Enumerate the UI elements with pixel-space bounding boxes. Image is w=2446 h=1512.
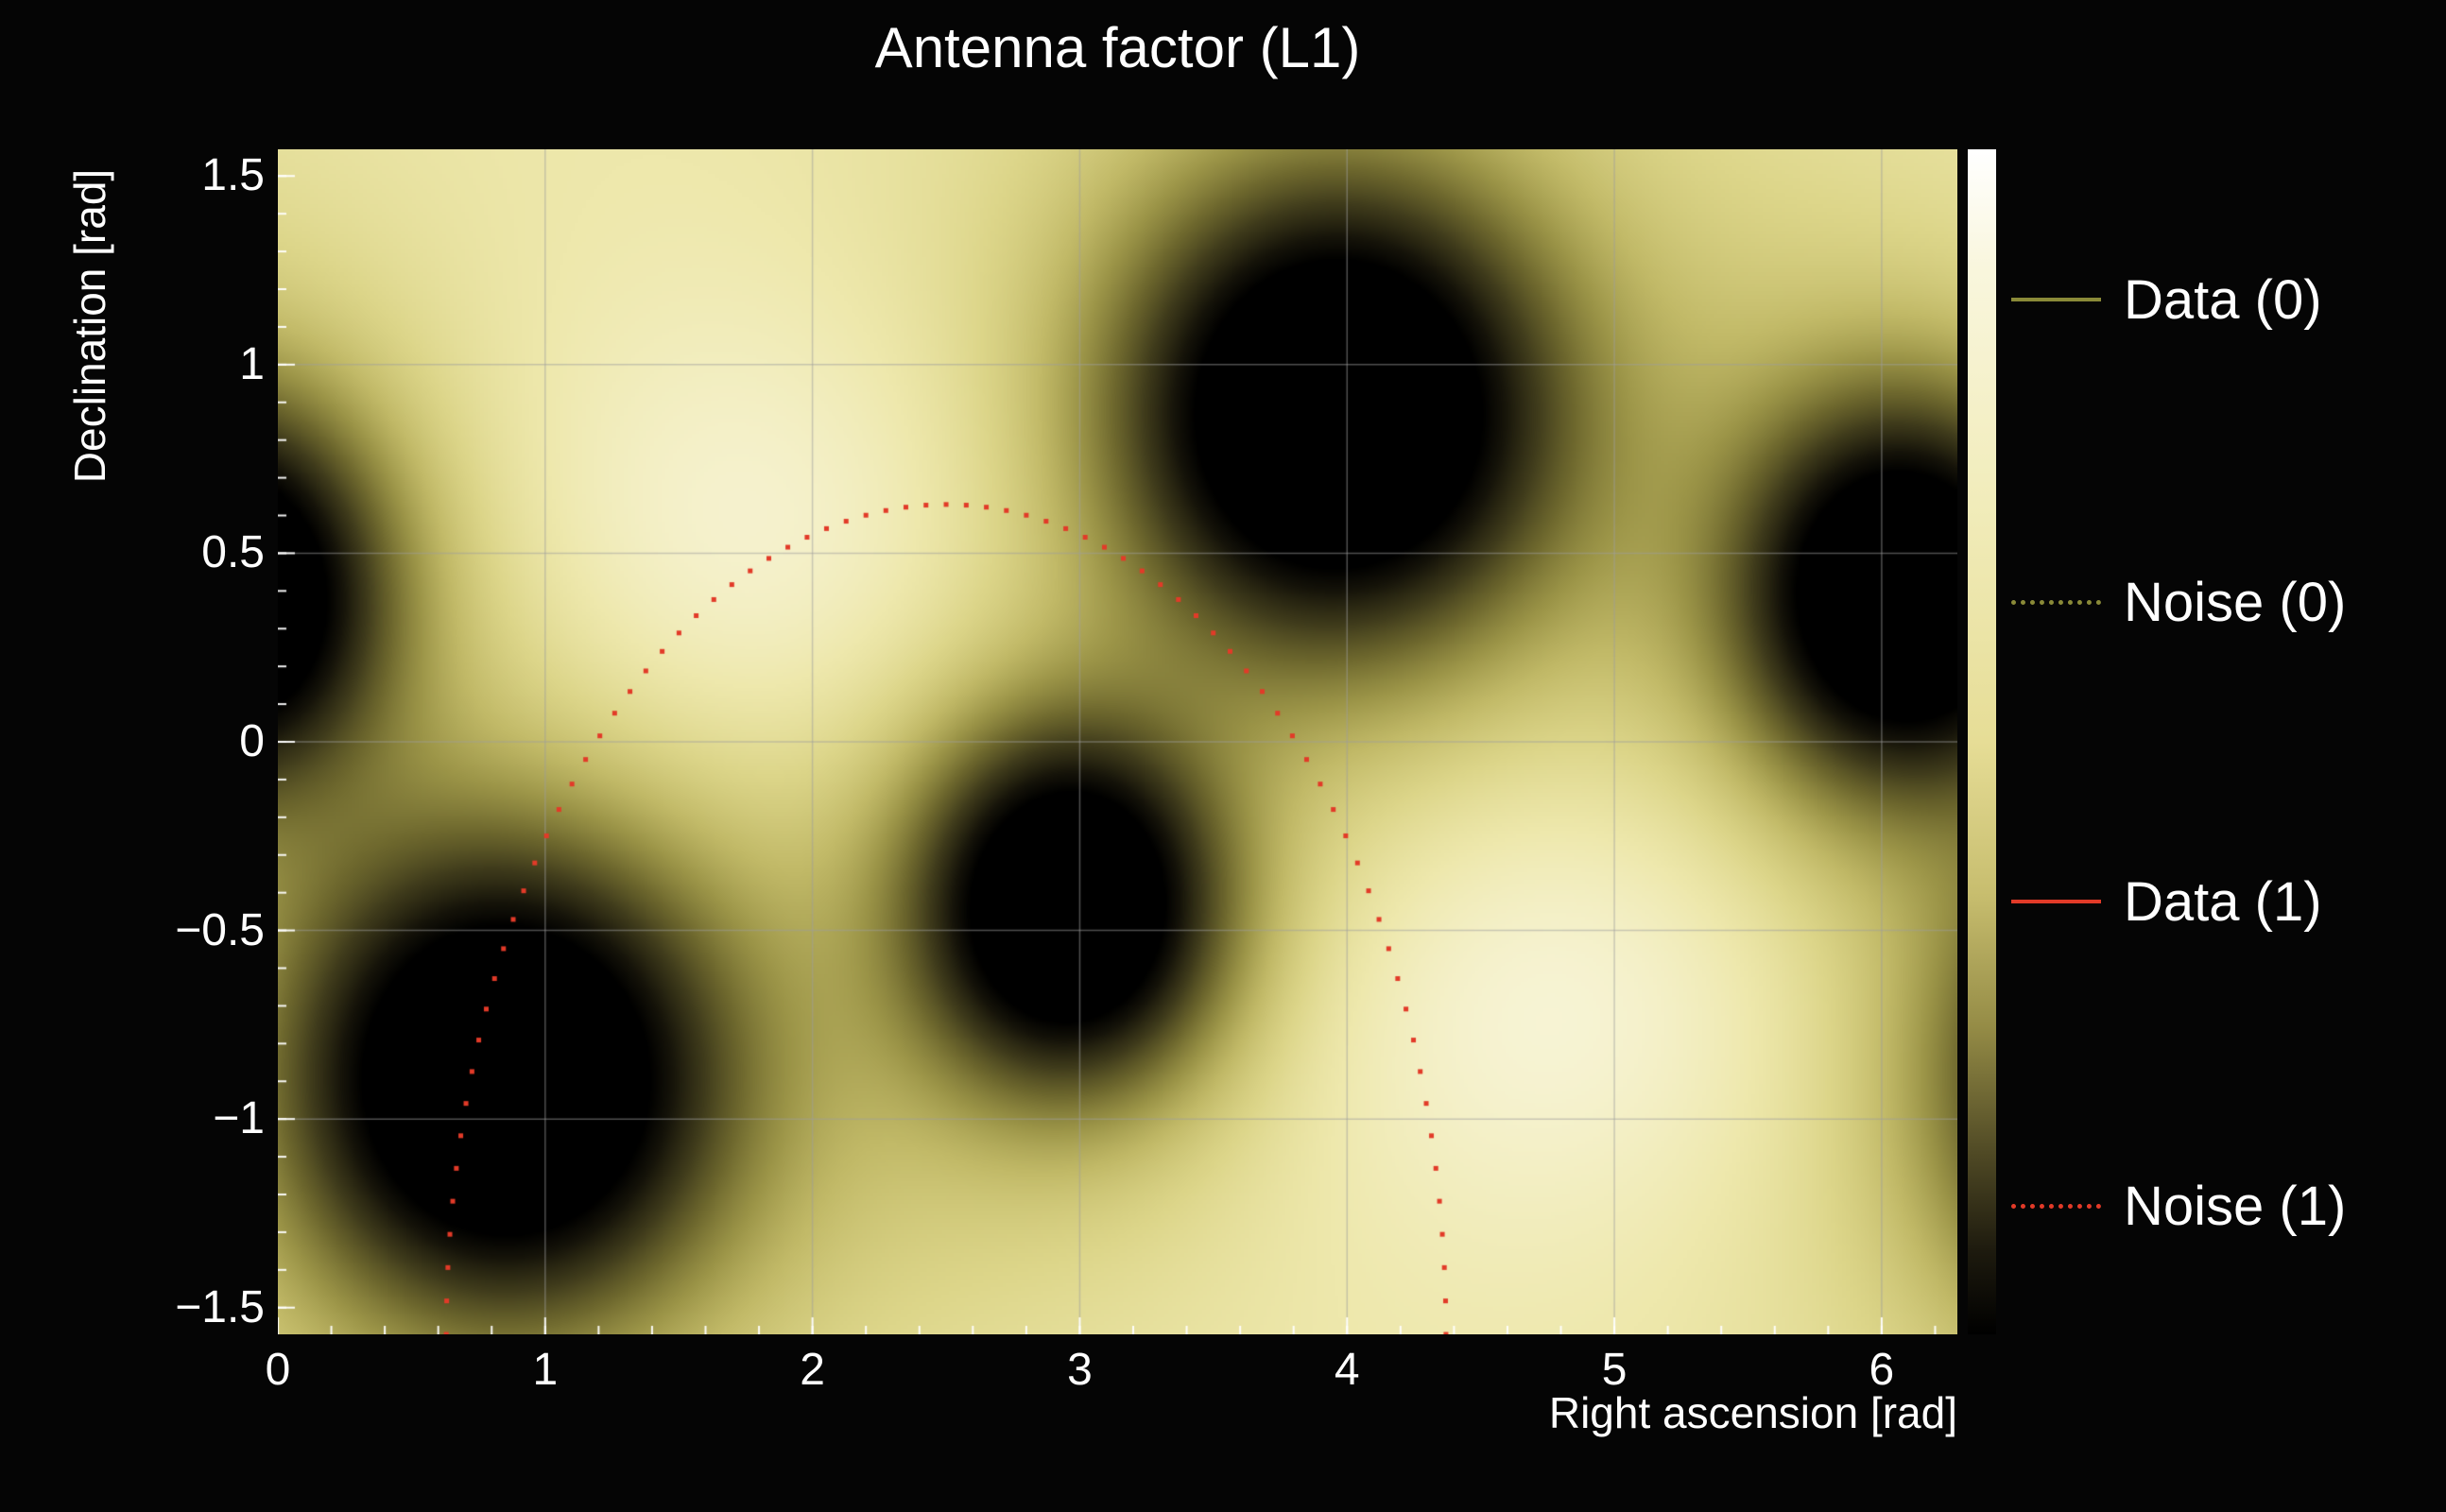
x-tick-label: 4 xyxy=(1334,1345,1360,1395)
legend: Data (0) Noise (0) Data (1) Noise (1) xyxy=(2011,0,2446,1512)
legend-entry-data-0: Data (0) xyxy=(2011,262,2322,337)
y-tick-label: 0.5 xyxy=(201,527,265,578)
y-tick-label: 1 xyxy=(239,338,265,389)
legend-line-icon xyxy=(2011,900,2101,903)
y-tick-label: −0.5 xyxy=(175,904,265,955)
x-tick-label: 6 xyxy=(1869,1345,1895,1395)
y-tick-label: −1.5 xyxy=(175,1281,265,1332)
y-tick-label: 1.5 xyxy=(201,150,265,201)
x-tick-label: 5 xyxy=(1601,1345,1628,1395)
chart-title: Antenna factor (L1) xyxy=(874,16,1361,79)
y-tick-labels: 1.5 1 0.5 0 −0.5 −1 −1.5 xyxy=(76,149,265,1334)
legend-entry-data-1: Data (1) xyxy=(2011,864,2322,939)
legend-entry-noise-1: Noise (1) xyxy=(2011,1168,2346,1244)
legend-label: Noise (1) xyxy=(2124,1175,2347,1237)
colorbar xyxy=(1968,149,1996,1334)
legend-label: Data (0) xyxy=(2124,268,2322,331)
x-tick-label: 0 xyxy=(265,1345,291,1395)
x-tick-label: 2 xyxy=(800,1345,825,1395)
legend-label: Data (1) xyxy=(2124,870,2322,933)
legend-dotted-line-icon xyxy=(2011,599,2101,605)
x-tick-label: 1 xyxy=(532,1345,559,1395)
y-tick-label: −1 xyxy=(213,1093,265,1144)
x-tick-label: 3 xyxy=(1067,1345,1093,1395)
y-tick-label: 0 xyxy=(239,716,265,766)
legend-line-icon xyxy=(2011,298,2101,301)
x-tick-labels: 0 1 2 3 4 5 6 xyxy=(266,1344,1957,1400)
legend-label: Noise (0) xyxy=(2124,571,2347,633)
legend-dotted-line-icon xyxy=(2011,1203,2101,1209)
legend-entry-noise-0: Noise (0) xyxy=(2011,564,2346,640)
plot-overlay-canvas xyxy=(278,149,1957,1334)
x-axis-label: Right ascension [rad] xyxy=(1548,1388,1957,1437)
plot-area xyxy=(278,149,1957,1334)
